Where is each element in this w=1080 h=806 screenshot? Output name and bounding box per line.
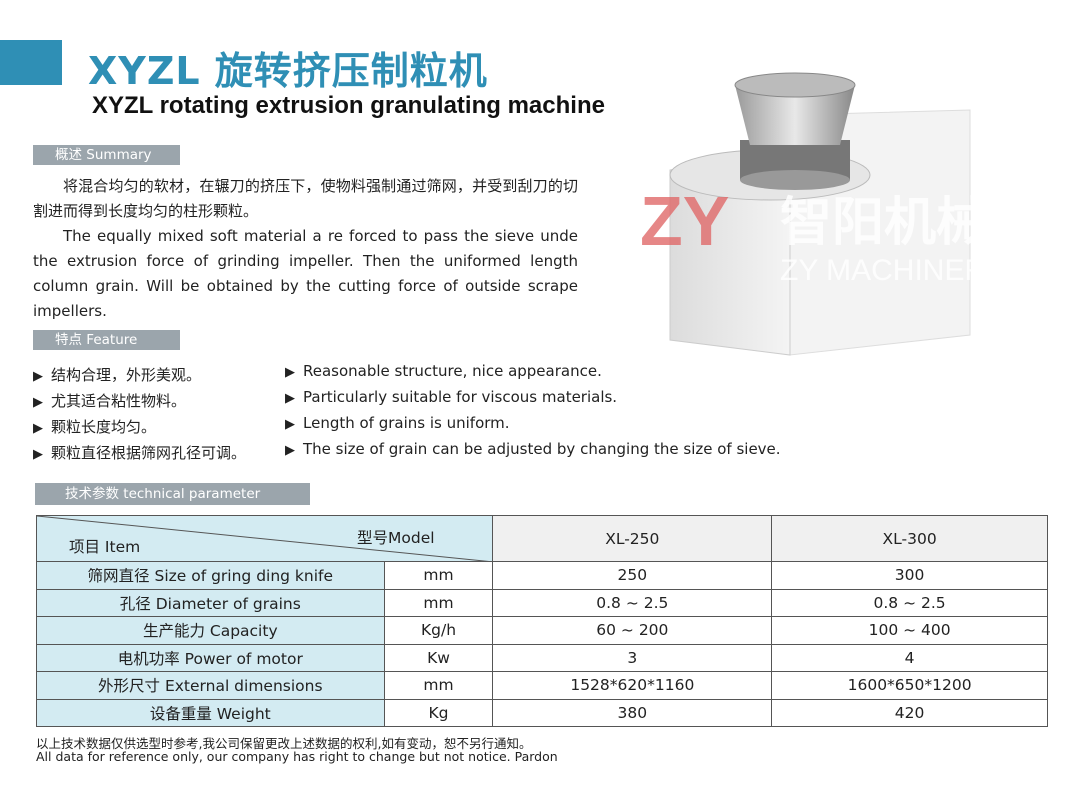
item-header: 项目 Item xyxy=(69,538,141,556)
cell-value-xl-300: 4 xyxy=(771,643,1048,672)
cell-unit: mm xyxy=(383,671,494,700)
disclaimer-en: All data for reference only, our company… xyxy=(36,749,558,764)
disclaimer-zh: 以上技术数据仅供选型时参考,我公司保留更改上述数据的权利,如有变动，恕不另行通知… xyxy=(36,736,532,751)
table-row: 生产能力 Capacity Kg/h 60 ~ 200 100 ~ 400 xyxy=(36,616,1048,645)
list-item: Particularly suitable for viscous materi… xyxy=(285,385,781,411)
cell-value-xl-250: 1528*620*1160 xyxy=(492,671,773,700)
feature-list-en: Reasonable structure, nice appearance. P… xyxy=(285,359,781,463)
table-header-row: 项目 Item 型号Model XL-250 XL-300 xyxy=(35,515,1048,562)
summary-zh: 将混合均匀的软材，在辗刀的挤压下，使物料强制通过筛网，并受到刮刀的切割进而得到长… xyxy=(33,177,578,220)
cell-item: 生产能力 Capacity xyxy=(36,616,385,645)
params-label: 技术参数 technical parameter xyxy=(35,483,310,505)
feature-list-zh: 结构合理，外形美观。 尤其适合粘性物料。 颗粒长度均匀。 颗粒直径根据筛网孔径可… xyxy=(33,363,246,467)
list-item: The size of grain can be adjusted by cha… xyxy=(285,437,781,463)
page-subtitle: XYZL rotating extrusion granulating mach… xyxy=(92,92,605,119)
diagonal-header-cell: 项目 Item 型号Model xyxy=(35,515,494,562)
logo-watermark: ZY xyxy=(640,182,729,260)
machine-image: ZY 智阳机械 ZY MACHINERY xyxy=(640,70,1040,370)
page-title: XYZL 旋转挤压制粒机 xyxy=(88,49,488,93)
list-item: 颗粒直径根据筛网孔径可调。 xyxy=(33,441,246,467)
feature-label: 特点 Feature xyxy=(33,330,180,350)
cell-item: 孔径 Diameter of grains xyxy=(36,588,385,617)
cell-unit: Kg/h xyxy=(383,616,494,645)
cell-item: 设备重量 Weight xyxy=(36,698,385,727)
list-item: 结构合理，外形美观。 xyxy=(33,363,246,389)
watermark-zh: 智阳机械 xyxy=(780,193,988,253)
cell-value-xl-250: 250 xyxy=(492,561,773,590)
cell-value-xl-250: 380 xyxy=(492,698,773,727)
table-row: 外形尺寸 External dimensions mm 1528*620*1160 1… xyxy=(36,671,1048,700)
cell-value-xl-300: 100 ~ 400 xyxy=(771,616,1048,645)
list-item: 颗粒长度均匀。 xyxy=(33,415,246,441)
cell-value-xl-250: 60 ~ 200 xyxy=(492,616,773,645)
model-xl-300: XL-300 xyxy=(771,515,1048,562)
list-item: Length of grains is uniform. xyxy=(285,411,781,437)
cell-unit: Kg xyxy=(383,698,494,727)
cell-unit: mm xyxy=(383,588,494,617)
table-row: 孔径 Diameter of grains mm 0.8 ~ 2.5 0.8 ~ 2.… xyxy=(36,588,1048,617)
table-row: 设备重量 Weight Kg 380 420 xyxy=(36,698,1048,727)
table-row: 筛网直径 Size of gring ding knife mm 250 300 xyxy=(36,561,1048,590)
summary-label: 概述 Summary xyxy=(33,145,180,165)
model-xl-250: XL-250 xyxy=(492,515,773,562)
cell-value-xl-250: 0.8 ~ 2.5 xyxy=(492,588,773,617)
model-header: 型号Model xyxy=(357,529,435,547)
cell-value-xl-250: 3 xyxy=(492,643,773,672)
list-item: 尤其适合粘性物料。 xyxy=(33,389,246,415)
cell-unit: Kw xyxy=(383,643,494,672)
accent-block xyxy=(0,40,62,85)
cell-value-xl-300: 1600*650*1200 xyxy=(771,671,1048,700)
watermark-en: ZY MACHINERY xyxy=(780,254,1006,287)
cell-value-xl-300: 420 xyxy=(771,698,1048,727)
disclaimer: 以上技术数据仅供选型时参考,我公司保留更改上述数据的权利,如有变动，恕不另行通知… xyxy=(36,737,558,763)
summary-text: 将混合均匀的软材，在辗刀的挤压下，使物料强制通过筛网，并受到刮刀的切割进而得到长… xyxy=(33,174,578,324)
table-row: 电机功率 Power of motor Kw 3 4 xyxy=(36,643,1048,672)
cell-item: 电机功率 Power of motor xyxy=(36,643,385,672)
params-table: 项目 Item 型号Model XL-250 XL-300 筛网直径 Size … xyxy=(35,515,1048,727)
cell-unit: mm xyxy=(383,561,494,590)
cell-item: 筛网直径 Size of gring ding knife xyxy=(36,561,385,590)
list-item: Reasonable structure, nice appearance. xyxy=(285,359,781,385)
summary-en: The equally mixed soft material a re for… xyxy=(33,227,578,320)
cell-value-xl-300: 0.8 ~ 2.5 xyxy=(771,588,1048,617)
cell-value-xl-300: 300 xyxy=(771,561,1048,590)
cell-item: 外形尺寸 External dimensions xyxy=(36,671,385,700)
